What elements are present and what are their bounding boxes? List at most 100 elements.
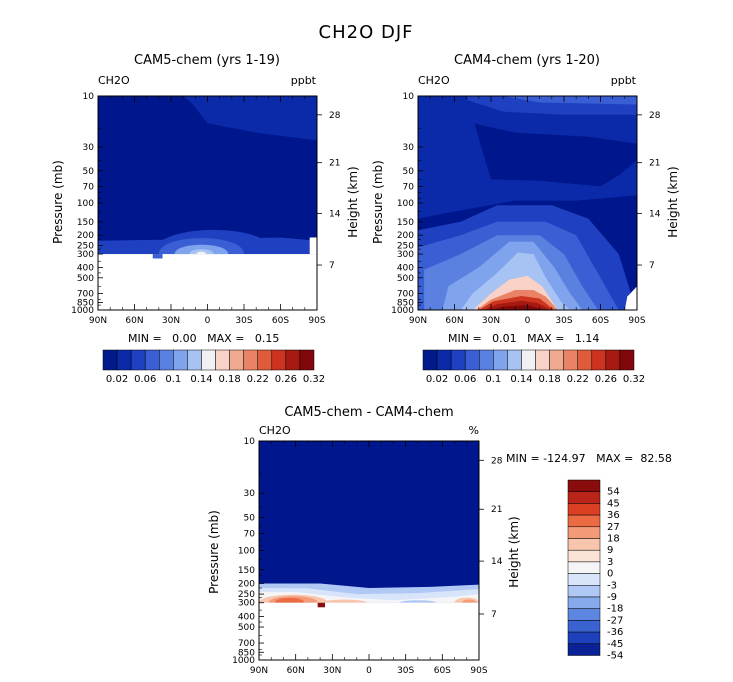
panel-cam5-ylabel-right: Height (km)	[346, 166, 360, 237]
page-title: CH2O DJF	[319, 22, 414, 43]
colorbar-label: -9	[607, 592, 617, 603]
x-tick-label: 90S	[628, 316, 645, 326]
height-tick-label: 28	[649, 111, 661, 121]
x-tick-label: 60N	[445, 316, 463, 326]
colorbar-swatch	[567, 620, 601, 633]
colorbar-swatch	[299, 349, 315, 371]
y-tick-label: 500	[77, 274, 94, 284]
colorbar-label: 0.32	[623, 374, 645, 385]
x-tick-label: 60N	[125, 316, 143, 326]
colorbar-label: 0.26	[595, 374, 617, 385]
colorbar-label: 0.18	[218, 374, 240, 385]
panel-cam4-ylabel-right: Height (km)	[666, 166, 680, 237]
colorbar-swatch	[102, 349, 118, 371]
colorbar-swatch	[450, 349, 466, 371]
y-tick-label: 50	[83, 167, 95, 177]
colorbar-swatch	[130, 349, 146, 371]
colorbar-label: 18	[607, 534, 620, 545]
panel-diff: CAM5-chem - CAM4-chem CH2O % Pressure (m…	[207, 405, 672, 594]
colorbar-swatch	[464, 349, 480, 371]
colorbar-label: -36	[607, 627, 623, 638]
y-tick-label: 50	[403, 167, 415, 177]
x-tick-label: 90N	[409, 316, 427, 326]
colorbar-swatch	[567, 573, 601, 586]
colorbar-swatch	[159, 349, 174, 371]
chart-marks: 1030507010015020025030040050070085010009…	[71, 92, 661, 676]
x-tick-label: 30N	[162, 316, 180, 326]
x-tick-label: 90S	[470, 666, 487, 676]
y-tick-label: 150	[238, 566, 255, 576]
diff-warm-mid	[322, 599, 367, 603]
colorbar-label: 9	[607, 545, 613, 556]
x-tick-label: 90S	[308, 316, 325, 326]
diff-cool-mid	[399, 600, 437, 603]
height-tick-label: 14	[649, 209, 661, 219]
panel-cam5-stats: MIN = 0.00 MAX = 0.15	[128, 332, 279, 345]
colorbar-label: 0.14	[510, 374, 532, 385]
colorbar-label: -18	[607, 604, 623, 615]
x-tick-label: 90N	[89, 316, 107, 326]
colorbar-swatch	[116, 349, 132, 371]
panel-cam4-stats: MIN = 0.01 MAX = 1.14	[448, 332, 599, 345]
y-tick-label: 10	[403, 92, 415, 102]
y-tick-label: 30	[83, 143, 95, 153]
colorbar-swatch	[567, 549, 601, 563]
upper-band-3	[503, 96, 637, 105]
panel-cam4: CAM4-chem (yrs 1-20) CH2O ppbt Pressure …	[371, 53, 680, 345]
height-tick-label: 7	[329, 261, 335, 271]
x-tick-label: 30N	[482, 316, 500, 326]
y-tick-label: 700	[238, 639, 255, 649]
y-tick-label: 300	[238, 599, 255, 609]
colorbar-label: -3	[607, 580, 617, 591]
height-tick-label: 14	[491, 557, 503, 567]
panel-2-field	[259, 441, 479, 660]
colorbar-label: 36	[607, 510, 620, 521]
y-tick-label: 400	[238, 612, 255, 622]
panel-cam5: CAM5-chem (yrs 1-19) CH2O ppbt Pressure …	[51, 53, 360, 345]
panel-1-field	[418, 96, 637, 310]
panel-cam4-species: CH2O	[418, 74, 450, 87]
x-tick-label: 60S	[592, 316, 609, 326]
x-tick-label: 30S	[555, 316, 572, 326]
colorbar-swatch	[479, 349, 494, 371]
colorbar-label: 0.22	[567, 374, 589, 385]
y-tick-label: 30	[244, 489, 256, 499]
colorbar-swatch	[535, 349, 550, 371]
colorbar-swatch	[605, 349, 621, 371]
height-tick-label: 28	[329, 111, 341, 121]
colorbar-label: -45	[607, 639, 623, 650]
x-tick-label: 60S	[272, 316, 289, 326]
colorbar-swatch	[567, 526, 601, 539]
colorbar-label: 0.06	[454, 374, 476, 385]
colorbar-swatch	[257, 349, 273, 371]
panel-cam4-ylabel: Pressure (mb)	[371, 160, 385, 244]
y-tick-label: 70	[244, 530, 256, 540]
colorbar-label: 0.02	[106, 374, 128, 385]
colorbar-swatch	[567, 631, 601, 645]
y-tick-label: 250	[77, 242, 94, 252]
y-tick-label: 300	[397, 250, 414, 260]
height-tick-label: 21	[329, 159, 340, 169]
colorbar-swatch	[201, 349, 216, 371]
colorbar-label: 0.22	[247, 374, 269, 385]
x-tick-label: 30S	[397, 666, 414, 676]
colorbar-swatch	[285, 349, 301, 371]
colorbar-swatch	[577, 349, 593, 371]
strat-tongue	[418, 96, 637, 219]
colorbar-label: 27	[607, 522, 620, 533]
colorbar-swatch	[567, 491, 601, 504]
x-tick-label: 60N	[287, 666, 305, 676]
colorbar-swatch	[215, 349, 230, 371]
colorbar-swatch	[563, 349, 578, 371]
colorbar-swatch	[436, 349, 452, 371]
shelf-patch	[152, 254, 163, 259]
colorbar-label: 0.02	[426, 374, 448, 385]
y-tick-label: 400	[397, 263, 414, 273]
colorbar-swatch	[567, 561, 601, 574]
missing-data-region	[98, 254, 317, 310]
panel-diff-units: %	[469, 424, 479, 437]
y-tick-label: 10	[83, 92, 95, 102]
x-tick-label: 0	[525, 316, 531, 326]
y-tick-label: 1000	[391, 306, 414, 316]
